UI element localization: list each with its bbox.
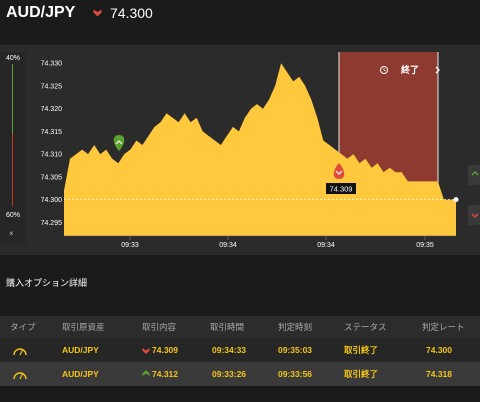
cell-asset: AUD/JPY <box>62 345 99 355</box>
ratio-bottom-percent: 60% <box>6 212 21 219</box>
y-tick-label: 74.300 <box>41 197 63 204</box>
x-tick-label: 09:35 <box>416 242 434 249</box>
header-status: ステータス <box>344 322 387 332</box>
trade-tab-up[interactable] <box>468 165 480 185</box>
down-arrow-icon <box>93 9 102 17</box>
y-tick-label: 74.325 <box>41 83 63 90</box>
cell-judge: 09:33:56 <box>278 369 313 379</box>
marker-price-label: 74.309 <box>330 185 353 194</box>
timer-type-icon <box>12 367 28 391</box>
up-arrow-icon <box>115 140 123 145</box>
cell-time: 09:34:33 <box>212 345 247 355</box>
marker-price-box <box>326 183 356 194</box>
y-tick-label: 74.330 <box>41 61 63 68</box>
cell-direction-icon <box>142 362 150 395</box>
table-row[interactable]: AUD/JPY 74.312 09:33:26 09:33:56 取引終了 74… <box>0 362 480 386</box>
ratio-down-line <box>12 134 13 206</box>
trade-tab-down[interactable] <box>468 205 480 225</box>
y-tick-label: 74.310 <box>41 152 63 159</box>
chevron-right-icon <box>435 66 440 74</box>
header-judge: 判定時刻 <box>278 322 313 332</box>
options-table: タイプ 取引原資産 取引内容 取引時間 判定時刻 ステータス 判定レート AUD… <box>0 316 480 386</box>
y-tick-label: 74.295 <box>41 220 63 227</box>
price-area <box>64 63 456 236</box>
header-content: 取引内容 <box>142 322 177 332</box>
x-tick-label: 09:34 <box>317 242 335 249</box>
header-asset: 取引原資産 <box>62 322 105 332</box>
down-arrow-icon <box>142 348 150 354</box>
ratio-bar: 40% 60% × <box>0 52 26 244</box>
down-arrow-icon <box>335 170 343 175</box>
cell-time: 09:33:26 <box>212 369 247 379</box>
header-type: タイプ <box>10 322 36 332</box>
clock-icon <box>383 68 386 72</box>
cell-judge: 09:35:03 <box>278 345 313 355</box>
asset-pair-title[interactable]: AUD/JPY <box>6 4 76 21</box>
timer-type-icon <box>12 343 28 367</box>
y-tick-label: 74.315 <box>41 129 63 136</box>
cell-asset: AUD/JPY <box>62 369 99 379</box>
expiry-label: 終了 <box>401 64 419 75</box>
cell-status: 取引終了 <box>344 345 379 355</box>
ratio-top-percent: 40% <box>6 55 21 62</box>
cell-rate: 74.318 <box>426 369 452 379</box>
current-price-dot <box>453 197 459 203</box>
cell-content: 74.312 <box>152 369 178 379</box>
cell-status: 取引終了 <box>344 369 379 379</box>
x-tick-label: 09:33 <box>121 242 139 249</box>
cell-content: 74.309 <box>152 345 178 355</box>
x-tick-label: 09:34 <box>219 242 237 249</box>
table-header: タイプ 取引原資産 取引内容 取引時間 判定時刻 ステータス 判定レート <box>0 316 480 338</box>
ratio-up-line <box>12 64 13 134</box>
close-icon[interactable]: × <box>9 229 14 238</box>
y-tick-label: 74.320 <box>41 106 63 113</box>
current-price: 74.300 <box>110 5 153 21</box>
cell-direction-icon <box>142 338 150 371</box>
price-chart: 74.330 74.325 74.320 74.315 74.310 74.305 74.3… <box>41 52 459 249</box>
table-row[interactable]: AUD/JPY 74.309 09:34:33 09:35:03 取引終了 74… <box>0 338 480 362</box>
header-bar: AUD/JPY 74.300 <box>0 0 480 28</box>
section-title: 購入オプション詳細 <box>6 278 88 288</box>
buy-marker-up[interactable] <box>113 135 125 151</box>
down-arrow-icon <box>471 213 479 219</box>
buy-marker-down[interactable] <box>333 163 345 179</box>
expiry-indicator: 終了 <box>380 64 440 75</box>
header-rate: 判定レート <box>422 322 465 332</box>
y-tick-label: 74.305 <box>41 174 63 181</box>
up-arrow-icon <box>471 170 479 176</box>
header-time: 取引時間 <box>210 322 245 332</box>
up-arrow-icon <box>142 370 150 376</box>
cell-rate: 74.300 <box>426 345 452 355</box>
